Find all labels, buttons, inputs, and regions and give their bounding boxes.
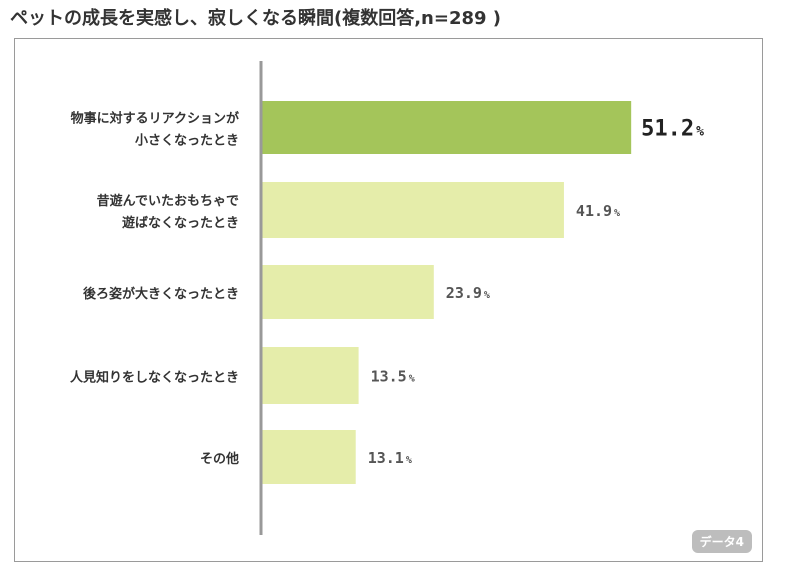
value-label: 23.9% [446,284,490,302]
value-unit: % [696,125,704,140]
category-label: 遊ばなくなったとき [122,215,239,231]
value-label: 51.2% [641,117,704,142]
bar [261,430,356,484]
category-label: 後ろ姿が大きくなったとき [83,286,239,302]
data-badge: データ4 [691,530,752,553]
value-label: 13.1% [368,449,412,467]
bar [261,265,434,319]
category-label: 昔遊んでいたおもちゃで [97,193,239,209]
bar [261,347,359,404]
bar [261,182,564,238]
category-label: その他 [200,451,239,467]
value-unit: % [614,208,620,219]
category-label: 人見知りをしなくなったとき [70,370,239,386]
category-label: 物事に対するリアクションが [71,111,239,127]
value-unit: % [484,290,490,301]
value-label: 41.9% [576,202,620,220]
chart-frame: 51.2% 物事に対するリアクションが小さくなったとき 41.9% 昔遊んでいたおもち… [14,38,763,562]
value-unit: % [406,455,412,466]
value-unit: % [409,374,415,385]
bar [261,101,632,154]
value-label: 13.5% [371,368,415,386]
page-title: ペットの成長を実感し、寂しくなる瞬間(複数回答,n=289 ) [10,8,502,29]
category-label: 小さくなったとき [135,134,239,149]
